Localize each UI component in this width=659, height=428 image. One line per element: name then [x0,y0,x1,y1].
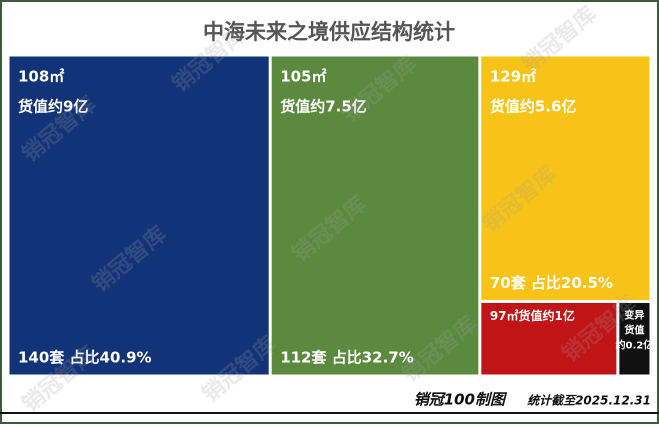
value-label: 112套 占比32.7% [280,349,414,367]
tile-label: 货值约7.5亿 [280,98,367,116]
tile [481,302,617,375]
footer-source: 销冠100制图 [414,391,508,409]
tile-label: 105㎡ [280,68,326,86]
tile-label: 货值约9亿 [18,98,88,116]
tile-label: 约0.2亿 [616,338,654,351]
chart-title: 中海未来之境供应结构统计 [203,20,455,44]
tile [619,302,650,375]
tile-label: 97㎡货值约1亿 [490,308,575,323]
tile-label: 货值 [624,323,644,336]
tile [481,56,650,300]
tile-label: 货值约5.6亿 [490,98,577,116]
value-label: 70套 占比20.5% [490,274,613,292]
tile-label: 108㎡ [18,68,64,86]
value-label: 140套 占比40.9% [18,349,152,367]
tile [9,56,269,375]
tile [271,56,479,375]
footer-date: 统计截至2025.12.31 [527,394,651,408]
tile-label: 129㎡ [490,68,536,86]
tile-label: 变异 [624,308,644,321]
